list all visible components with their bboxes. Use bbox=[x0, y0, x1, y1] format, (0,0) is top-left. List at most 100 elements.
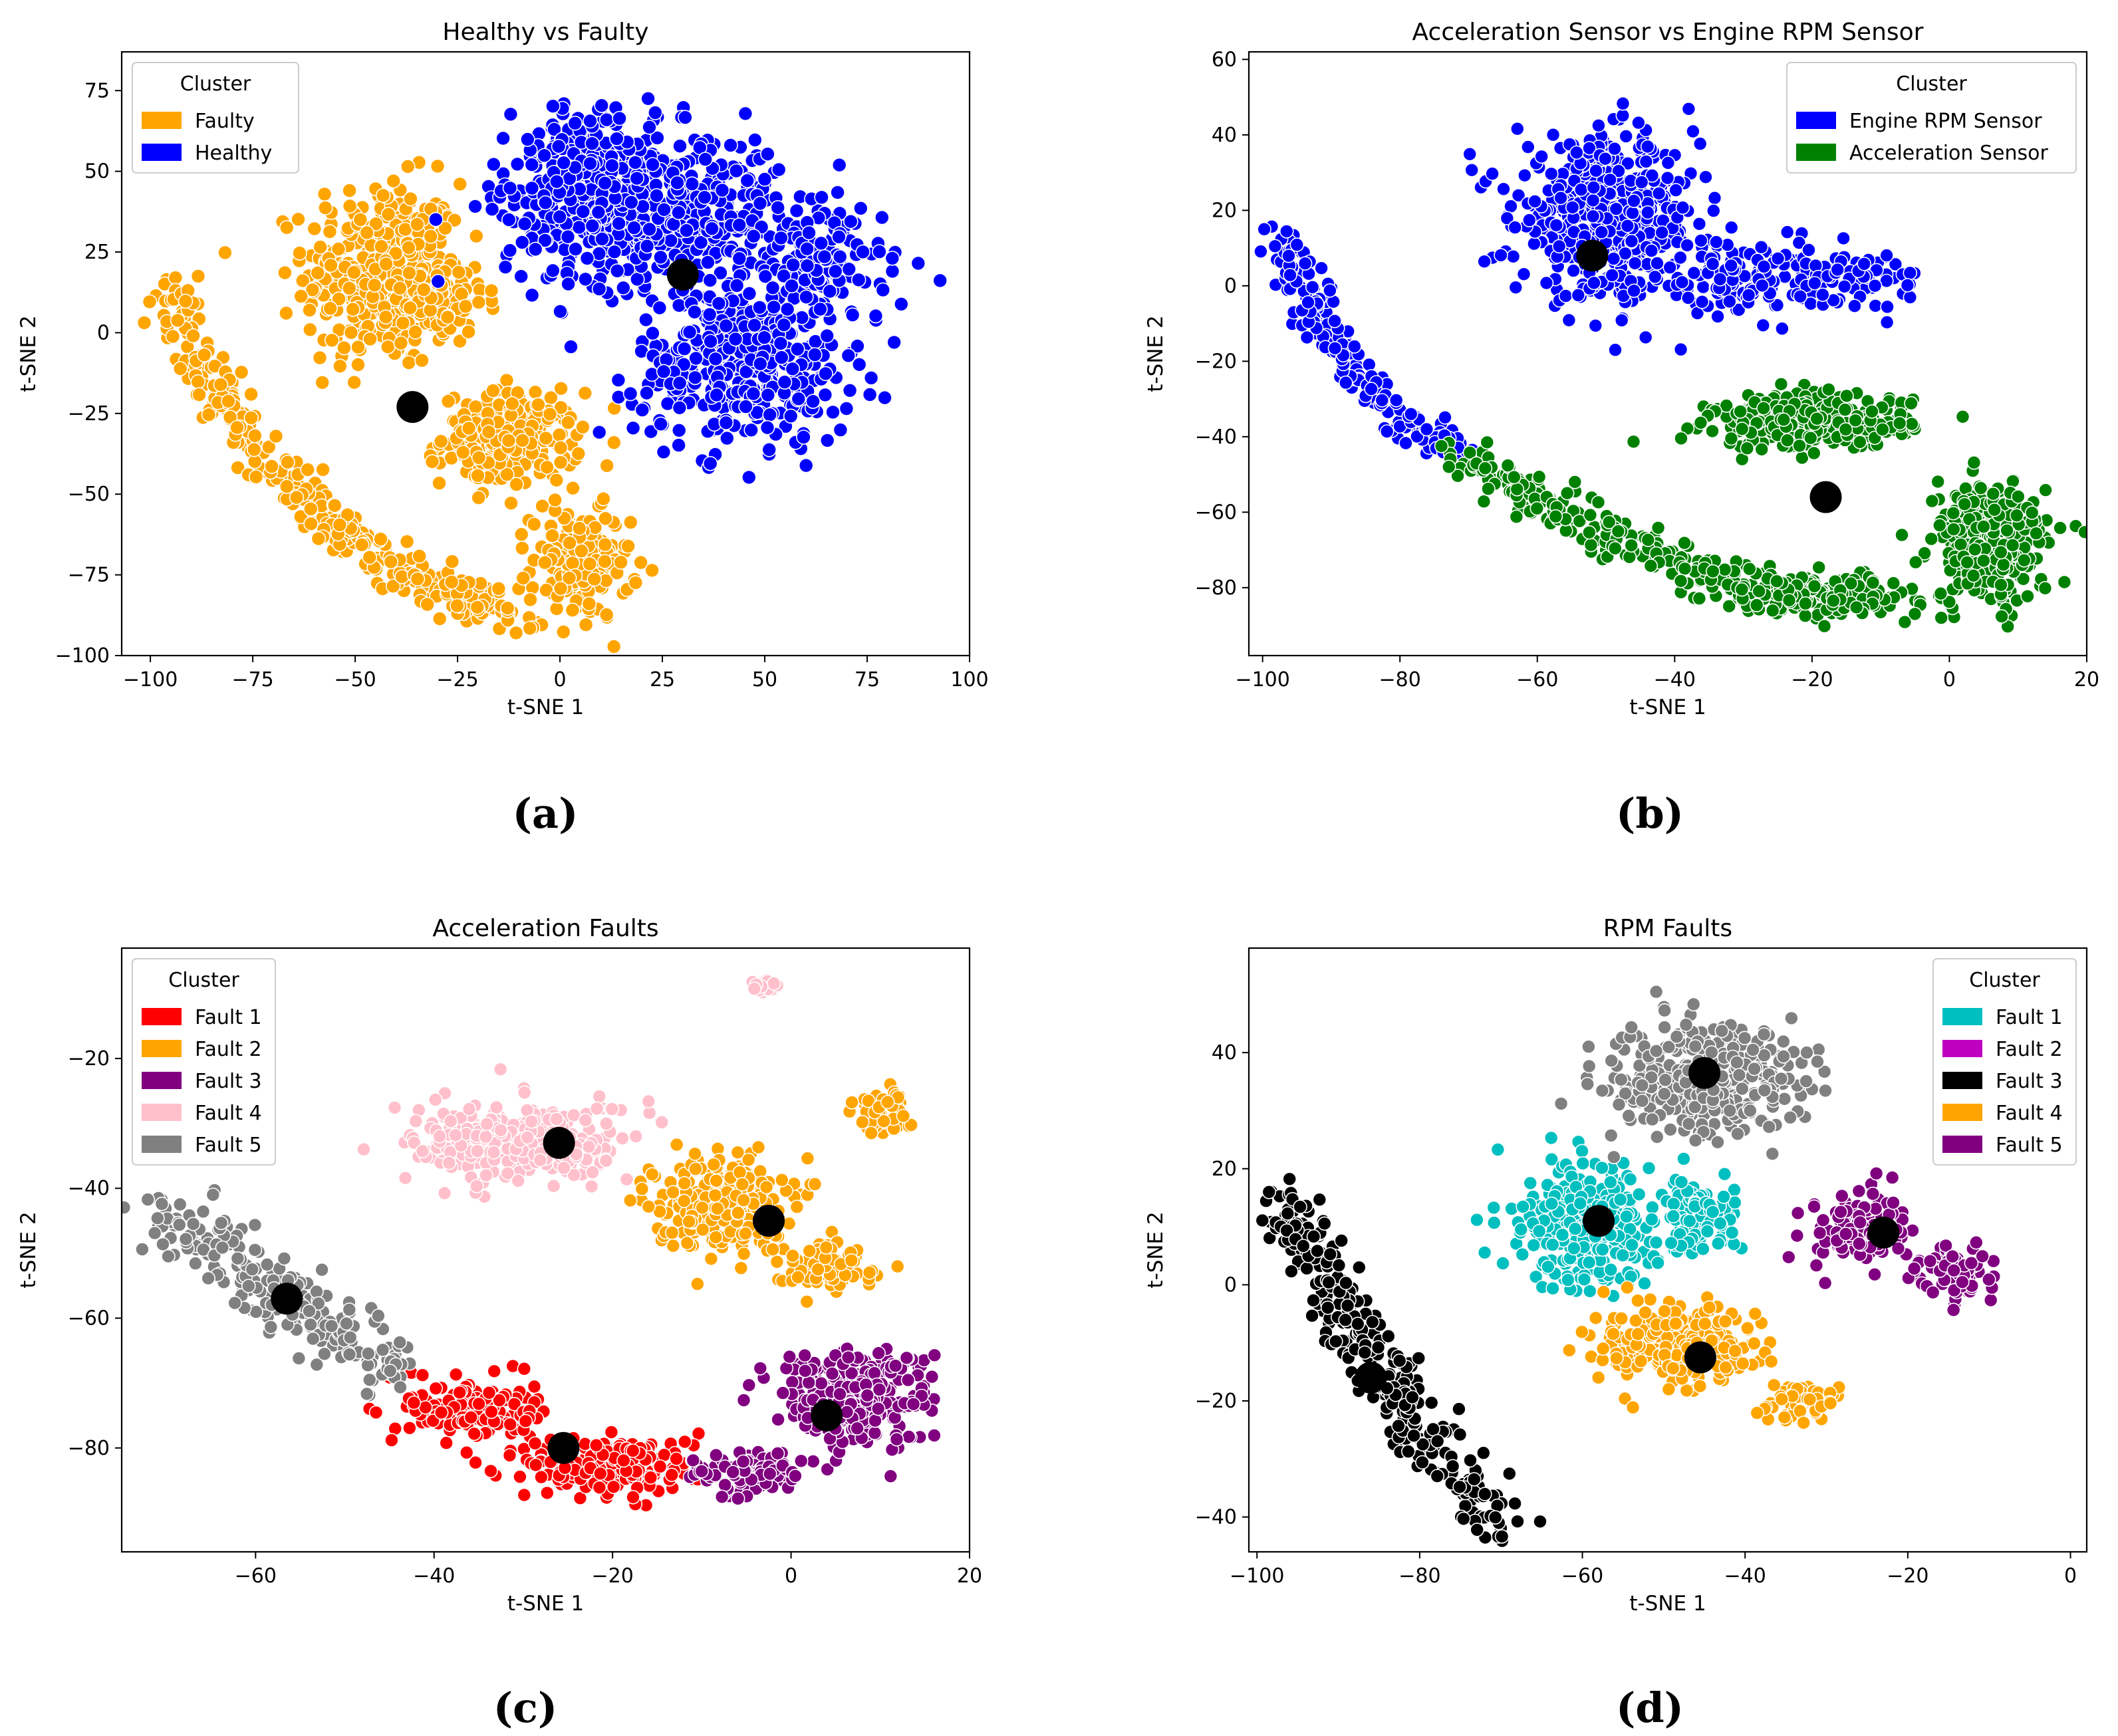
scatter-point bbox=[1569, 145, 1584, 160]
scatter-point bbox=[503, 106, 519, 122]
scatter-point bbox=[302, 303, 317, 318]
scatter-point bbox=[1450, 468, 1465, 483]
x-tick-label: 0 bbox=[554, 668, 567, 691]
scatter-point bbox=[1588, 318, 1603, 333]
scatter-point bbox=[1626, 434, 1641, 449]
scatter-point bbox=[884, 263, 900, 279]
scatter-point bbox=[386, 173, 402, 189]
scatter-point bbox=[1930, 474, 1945, 489]
scatter-point bbox=[1544, 166, 1559, 182]
y-tick-label: 0 bbox=[1224, 275, 1237, 298]
scatter-point bbox=[1686, 265, 1702, 281]
scatter-point bbox=[513, 1469, 527, 1484]
scatter-point bbox=[731, 217, 747, 233]
scatter-point bbox=[1838, 422, 1853, 437]
scatter-point bbox=[324, 332, 340, 348]
y-tick-label: −100 bbox=[55, 644, 110, 668]
scatter-point bbox=[1673, 573, 1688, 588]
scatter-point bbox=[1607, 141, 1622, 156]
scatter-point bbox=[524, 287, 540, 303]
scatter-point bbox=[703, 334, 718, 349]
scatter-point bbox=[1585, 209, 1601, 224]
scatter-point bbox=[1614, 312, 1629, 328]
scatter-point bbox=[1811, 560, 1826, 575]
scatter-point bbox=[1817, 618, 1832, 634]
scatter-point bbox=[172, 361, 188, 376]
scatter-point bbox=[401, 240, 416, 255]
scatter-point bbox=[1480, 435, 1495, 450]
scatter-point bbox=[393, 335, 409, 351]
scatter-points bbox=[122, 973, 942, 1513]
scatter-point bbox=[1752, 584, 1766, 599]
scatter-point bbox=[591, 204, 606, 220]
scatter-point bbox=[565, 480, 581, 496]
scatter-point bbox=[2020, 588, 2035, 604]
scatter-point bbox=[1609, 201, 1624, 217]
scatter-point bbox=[537, 148, 552, 164]
y-tick-label: −60 bbox=[1195, 501, 1237, 524]
scatter-point bbox=[416, 282, 432, 298]
scatter-point bbox=[1774, 376, 1789, 392]
scatter-point bbox=[461, 324, 476, 340]
scatter-point bbox=[863, 370, 879, 386]
scatter-point bbox=[1507, 469, 1522, 485]
scatter-point bbox=[502, 1448, 517, 1463]
legend-swatch bbox=[142, 112, 182, 129]
scatter-point bbox=[1853, 435, 1867, 449]
scatter-point bbox=[1606, 251, 1621, 266]
scatter-point bbox=[761, 441, 777, 457]
scatter-point bbox=[1826, 593, 1841, 608]
scatter-point bbox=[1756, 259, 1772, 274]
scatter-point bbox=[1644, 243, 1659, 258]
scatter-point bbox=[841, 348, 857, 364]
scatter-point bbox=[1583, 507, 1598, 523]
scatter-point bbox=[439, 1435, 454, 1450]
scatter-point bbox=[1865, 404, 1879, 419]
scatter-point bbox=[785, 257, 801, 273]
scatter-point bbox=[340, 507, 355, 523]
scatter-point bbox=[842, 382, 858, 398]
scatter-point bbox=[845, 307, 860, 323]
scatter-point bbox=[432, 475, 447, 491]
scatter-point bbox=[1693, 415, 1708, 430]
scatter-point bbox=[538, 430, 554, 446]
scatter-point bbox=[731, 251, 747, 267]
x-tick-label: −40 bbox=[1654, 668, 1696, 691]
scatter-point bbox=[552, 209, 567, 225]
scatter-point bbox=[672, 375, 688, 391]
scatter-point bbox=[817, 387, 833, 403]
scatter-point bbox=[450, 598, 465, 614]
scatter-point bbox=[524, 157, 540, 172]
scatter-point bbox=[534, 1469, 549, 1485]
scatter-point bbox=[814, 189, 829, 205]
legend-swatch bbox=[1796, 144, 1836, 161]
scatter-point bbox=[1462, 147, 1477, 162]
scatter-point bbox=[1641, 205, 1655, 220]
scatter-point bbox=[1880, 299, 1895, 314]
scatter-point bbox=[643, 424, 659, 439]
scatter-point bbox=[1847, 299, 1862, 314]
scatter-point bbox=[1500, 211, 1515, 226]
scatter-point bbox=[589, 1437, 604, 1453]
scatter-point bbox=[1966, 455, 1982, 470]
scatter-point bbox=[597, 537, 613, 553]
scatter-point bbox=[362, 331, 378, 347]
scatter-point bbox=[1782, 592, 1797, 608]
scatter-point bbox=[828, 263, 843, 279]
scatter-point bbox=[497, 259, 513, 275]
scatter-point bbox=[458, 299, 473, 314]
scatter-point bbox=[1673, 342, 1688, 357]
scatter-point bbox=[615, 280, 631, 296]
scatter-point bbox=[295, 273, 311, 289]
x-axis-label: t-SNE 1 bbox=[1629, 695, 1706, 719]
scatter-point bbox=[1587, 275, 1601, 291]
scatter-point bbox=[585, 136, 600, 152]
scatter-point bbox=[459, 1445, 474, 1460]
scatter-point bbox=[868, 308, 884, 324]
scatter-point bbox=[610, 372, 626, 388]
scatter-point bbox=[502, 243, 518, 259]
scatter-point bbox=[1677, 535, 1692, 551]
scatter-point bbox=[573, 1491, 588, 1505]
scatter-point bbox=[575, 203, 591, 219]
scatter-points bbox=[136, 91, 948, 654]
